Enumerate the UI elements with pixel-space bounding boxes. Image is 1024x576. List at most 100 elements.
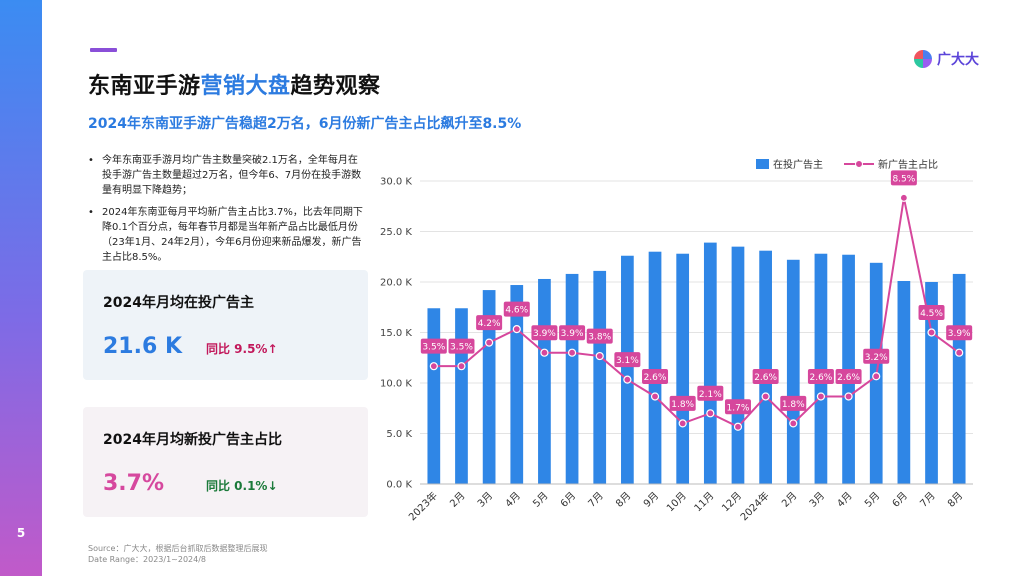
bar — [593, 270, 607, 484]
legend-line-label: 新广告主占比 — [878, 158, 938, 171]
bar — [814, 253, 828, 484]
logo-text: 广大大 — [937, 52, 979, 68]
date-range-line: Date Range：2023/1~2024/8 — [88, 555, 207, 564]
line-point — [485, 338, 494, 347]
x-tick-label: 10月 — [664, 490, 689, 515]
x-tick-label: 4月 — [835, 490, 855, 510]
x-tick-label: 12月 — [720, 490, 745, 515]
data-label: 3.5% — [450, 343, 473, 353]
line-point — [816, 392, 826, 401]
data-label-bg — [890, 170, 917, 186]
x-tick-label: 3月 — [807, 490, 827, 510]
line-point — [623, 375, 632, 384]
x-tick-label: 5月 — [862, 490, 882, 510]
line-point — [429, 362, 438, 371]
line-point — [844, 392, 853, 401]
page-subtitle: 2024年东南亚手游广告稳超2万名，6月份新广告主占比飙升至8.5% — [88, 116, 522, 132]
bar — [482, 290, 496, 484]
x-tick-label: 6月 — [558, 490, 578, 510]
bar — [621, 255, 634, 484]
title-part1: 东南亚手游 — [88, 74, 201, 99]
line-point — [650, 392, 660, 401]
bar — [676, 253, 690, 484]
bullet-item: 今年东南亚手游月均广告主数量突破2.1万名，全年每月在投手游广告主数量超过2万名… — [88, 153, 366, 198]
line-point — [733, 422, 743, 431]
data-label-bg — [863, 348, 890, 364]
data-label-bg — [476, 315, 503, 331]
data-label: 1.7% — [727, 403, 750, 413]
data-label-bg — [531, 325, 558, 341]
y-tick-label: 10.0 K — [380, 379, 412, 390]
line-point — [457, 362, 466, 371]
data-label-bg — [420, 338, 447, 354]
bullet-item: 2024年东南亚每月平均新广告主占比3.7%，比去年同期下降0.1个百分点，每年… — [88, 205, 366, 265]
data-label-bg — [586, 328, 613, 344]
line-point — [899, 193, 908, 202]
line-point — [789, 419, 798, 428]
logo-icon — [914, 50, 932, 68]
line-point — [540, 348, 549, 357]
data-label: 4.2% — [478, 319, 501, 329]
stat-card-active-advertisers: 2024年月均在投广告主 21.6 K 同比 9.5%↑ — [83, 270, 368, 380]
title-accent-bar — [90, 48, 117, 52]
card-title: 2024年月均新投广告主占比 — [103, 432, 282, 448]
card-yoy: 同比 0.1%↓ — [206, 479, 278, 493]
y-tick-label: 30.0 K — [380, 177, 412, 188]
data-label: 2.6% — [809, 373, 832, 383]
data-label-bg — [697, 385, 724, 401]
data-label-bg — [946, 325, 973, 341]
data-label-bg — [669, 395, 696, 411]
card-value: 3.7% — [103, 471, 165, 496]
sidebar-strip — [0, 0, 42, 576]
x-tick-label: 2月 — [779, 490, 799, 510]
data-label-bg — [918, 305, 945, 320]
bar — [427, 308, 441, 484]
bullet-list: 今年东南亚手游月均广告主数量突破2.1万名，全年每月在投手游广告主数量超过2万名… — [88, 153, 366, 272]
y-tick-label: 0.0 K — [386, 480, 412, 491]
data-label-bg — [752, 368, 779, 384]
x-tick-label: 2月 — [448, 490, 468, 510]
x-tick-label: 4月 — [503, 490, 523, 510]
page-number: 5 — [16, 526, 26, 540]
title-highlight: 营销大盘 — [200, 74, 291, 99]
bar — [759, 250, 772, 484]
bar — [565, 273, 579, 484]
data-label: 3.9% — [533, 329, 556, 339]
data-label: 2.6% — [754, 373, 777, 383]
data-label: 3.9% — [948, 329, 971, 339]
line-point — [512, 325, 521, 334]
card-value: 21.6 K — [103, 334, 182, 359]
legend-line-marker — [855, 160, 863, 168]
data-label: 2.6% — [837, 373, 860, 383]
data-label: 1.8% — [782, 400, 805, 410]
source-note: Source：广大大，根据后台抓取后数据整理后展现 Date Range：202… — [88, 543, 267, 565]
x-tick-label: 11月 — [692, 490, 717, 515]
data-label-bg — [642, 368, 669, 384]
bar — [786, 259, 800, 484]
y-tick-label: 15.0 K — [380, 328, 412, 339]
x-tick-label: 2023年 — [406, 489, 440, 523]
data-label-bg — [503, 301, 530, 317]
line-point — [706, 409, 715, 418]
data-label-bg — [780, 395, 807, 411]
legend-bar-swatch — [756, 159, 769, 169]
data-label: 3.5% — [422, 343, 445, 353]
data-label-bg — [448, 338, 475, 354]
data-label-bg — [614, 352, 641, 368]
bar — [455, 308, 468, 484]
data-label: 4.5% — [920, 309, 943, 319]
data-label: 2.6% — [644, 373, 667, 383]
brand-logo: 广大大 — [913, 49, 979, 69]
card-title: 2024年月均在投广告主 — [103, 295, 254, 311]
legend-bar-label: 在投广告主 — [773, 158, 823, 171]
x-tick-label: 7月 — [918, 490, 938, 510]
data-label: 8.5% — [892, 174, 915, 184]
advertiser-trend-chart: 0.0 K 5.0 K 10.0 K 15.0 K 20.0 K 25.0 K 30.0 K… — [380, 158, 973, 523]
y-tick-label: 25.0 K — [380, 227, 412, 238]
data-label: 3.1% — [616, 356, 639, 366]
data-label-bg — [835, 368, 862, 384]
share-line — [433, 197, 960, 428]
data-label: 1.8% — [671, 400, 694, 410]
data-label: 2.1% — [699, 390, 722, 400]
data-label: 3.9% — [561, 329, 584, 339]
